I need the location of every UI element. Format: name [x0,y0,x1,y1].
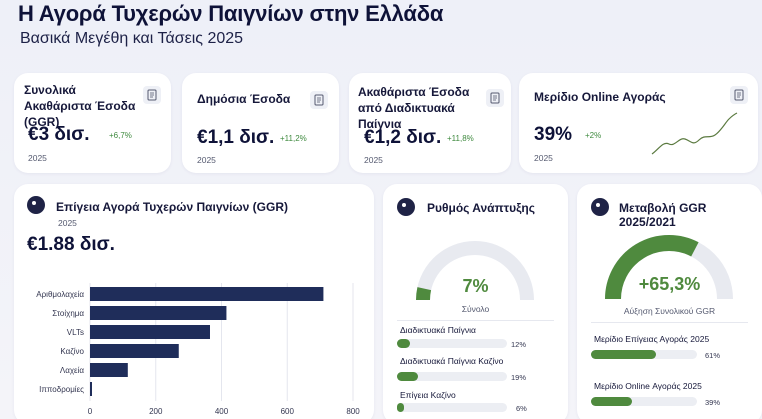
growth-rate-card: Ρυθμός Ανάπτυξης 7% Σύνολο Διαδικτυακά Π… [383,184,568,419]
ggr-bar-chart: 0 200 400 600 800 Αριθμολαχεία Στοίχημα VLTs Καζ… [36,283,360,416]
section-title: Ρυθμός Ανάπτυξης [427,201,535,215]
kpi-year: 2025 [364,155,383,165]
land-market-card: Επίγεια Αγορά Τυχερών Παιγνίων (GGR) 202… [14,184,374,419]
trend-sparkline [651,112,738,155]
kpi-title: Δημόσια Έσοδα [197,92,291,106]
kpi-year: 2025 [197,155,216,165]
kpi-title: Μερίδιο Online Αγοράς [534,90,666,104]
kpi-title: Συνολικά Ακαθάριστα Έσοδα (GGR) [24,83,136,129]
progress-label: Διαδικτυακά Παίγνια Καζίνο [400,356,504,366]
gauge-label: Αύξηση Συνολικού GGR [623,306,716,316]
gauge-label: Σύνολο [461,304,490,314]
section-title: Επίγεια Αγορά Τυχερών Παιγνίων (GGR) [56,200,288,214]
x-tick-label: 400 [215,407,229,416]
progress-label: Μερίδιο Online Αγοράς 2025 [594,381,702,391]
x-tick-label: 600 [281,407,295,416]
progress-fill [591,350,656,359]
section-icon [591,198,609,216]
progress-fill [397,339,411,348]
gauge-value: +65,3% [638,274,701,294]
kpi-card-online-share: Μερίδιο Online Αγοράς 39% +2% 2025 [519,73,758,173]
progress-track [591,397,697,406]
document-icon [486,89,504,107]
divider [397,320,554,321]
x-tick-label: 0 [88,407,93,416]
kpi-title: Ακαθάριστα Έσοδα από Διαδικτυακά Παίγνια [358,85,470,131]
document-icon [143,86,161,104]
category-label: Λαχεία [60,366,85,375]
kpi-value: €1,2 δισ. [364,127,442,148]
page-subtitle: Βασικά Μεγέθη και Τάσεις 2025 [20,30,244,47]
document-icon [310,91,328,109]
progress-track [591,350,697,359]
ggr-change-card: Μεταβολή GGR 2025/2021 +65,3% Αύξηση Συν… [577,184,762,419]
progress-percent: 61% [705,351,721,360]
gauge-value: 7% [462,276,489,296]
kpi-growth: +2% [585,131,602,140]
kpi-growth: +11,8% [447,134,474,143]
bar [90,344,179,358]
section-icon [27,196,45,214]
progress-fill [397,403,404,412]
bar [90,325,210,339]
gauge-fill [416,287,432,301]
gauge-fill [605,235,699,300]
progress-percent: 39% [705,398,721,407]
progress-label: Διαδικτυακά Παίγνια [400,325,476,335]
section-title: Μεταβολή GGR 2025/2021 [619,201,707,229]
x-tick-label: 200 [149,407,163,416]
progress-percent: 12% [511,340,527,349]
bar [90,382,92,396]
progress-percent: 19% [511,373,527,382]
category-label: Ιπποδρομίες [39,385,84,394]
progress-label: Επίγεια Καζίνο [400,390,456,400]
category-label: VLTs [67,328,84,337]
kpi-card-total-ggr: Συνολικά Ακαθάριστα Έσοδα (GGR) €3 δισ. … [14,73,171,173]
progress-percent: 6% [516,404,527,413]
growth-gauge [416,241,534,301]
progress-track [397,339,507,348]
category-label: Στοίχημα [52,309,84,318]
document-icon [730,86,748,104]
x-tick-label: 800 [346,407,360,416]
progress-fill [397,372,418,381]
kpi-growth: +11,2% [280,134,307,143]
section-year: 2025 [58,218,77,228]
progress-fill [591,397,633,406]
section-icon [397,198,415,216]
kpi-value: €1,1 δισ. [197,127,275,148]
progress-track [397,372,507,381]
kpi-value: 39% [534,124,573,145]
kpi-value: €3 δισ. [28,124,90,145]
category-label: Αριθμολαχεία [36,290,84,299]
progress-label: Μερίδιο Επίγειας Αγοράς 2025 [594,334,710,344]
divider [591,322,748,323]
bar [90,363,128,377]
bar [90,306,227,320]
kpi-year: 2025 [534,153,553,163]
kpi-card-online-revenue: Ακαθάριστα Έσοδα από Διαδικτυακά Παίγνια… [349,73,511,173]
kpi-card-public-revenue: Δημόσια Έσοδα €1,1 δισ. +11,2% 2025 [182,73,339,173]
page-title: Η Αγορά Τυχερών Παιγνίων στην Ελλάδα [18,1,444,26]
progress-track [397,403,507,412]
land-market-value: €1.88 δισ. [27,234,115,255]
bar [90,287,324,301]
gauge-track [416,241,534,301]
category-label: Καζίνο [60,347,84,356]
kpi-growth: +6,7% [109,131,132,140]
kpi-year: 2025 [28,153,47,163]
change-gauge [605,235,733,300]
